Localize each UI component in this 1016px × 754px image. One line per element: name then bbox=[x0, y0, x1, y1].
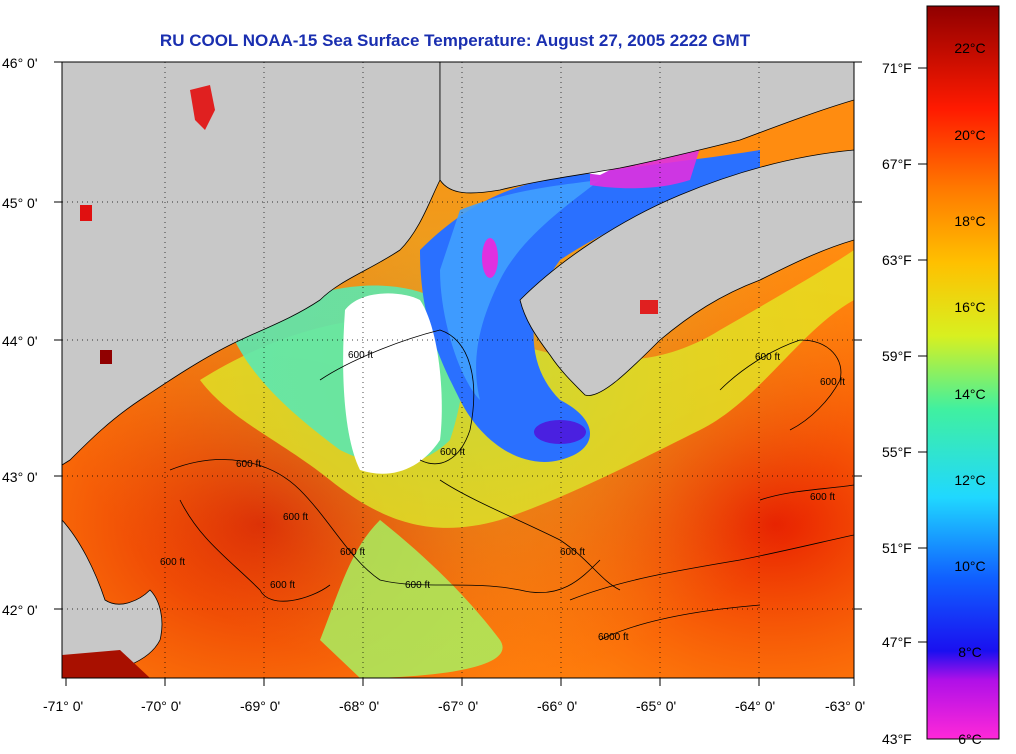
fahrenheit-label: 71°F bbox=[882, 60, 912, 76]
map-panel: 600 ft 600 ft 600 ft 600 ft 600 ft 600 f… bbox=[62, 62, 854, 678]
lon-label: -64° 0' bbox=[735, 698, 775, 714]
contour-label: 600 ft bbox=[755, 352, 780, 363]
bathymetry-contours bbox=[169, 329, 854, 641]
latitude-axis: 46° 0' 45° 0' 44° 0' 43° 0' 42° 0' bbox=[2, 55, 38, 618]
axis-ticks bbox=[54, 61, 862, 686]
lat-label: 43° 0' bbox=[2, 469, 38, 485]
contour-label: 600 ft bbox=[405, 580, 430, 591]
fahrenheit-label: 59°F bbox=[882, 348, 912, 364]
celsius-label: 18°C bbox=[954, 213, 985, 229]
color-scale-bar bbox=[926, 5, 1000, 740]
celsius-label: 6°C bbox=[958, 731, 982, 747]
contour-label: 600 ft bbox=[810, 492, 835, 503]
land-maine bbox=[62, 62, 441, 466]
purple-cold-spot bbox=[534, 420, 586, 444]
lon-label: -69° 0' bbox=[240, 698, 280, 714]
fahrenheit-label: 63°F bbox=[882, 252, 912, 268]
longitude-axis: -71° 0' -70° 0' -69° 0' -68° 0' -67° 0' … bbox=[43, 698, 865, 714]
contour-label: 600 ft bbox=[236, 459, 261, 470]
contour-label: 600 ft bbox=[160, 557, 185, 568]
fahrenheit-label: 43°F bbox=[882, 731, 912, 747]
map-frame bbox=[61, 61, 855, 679]
celsius-label: 8°C bbox=[958, 644, 982, 660]
contour-label: 600 ft bbox=[270, 580, 295, 591]
lon-label: -67° 0' bbox=[438, 698, 478, 714]
contour-label: 600 ft bbox=[820, 377, 845, 388]
contour-label: 600 ft bbox=[283, 512, 308, 523]
celsius-label: 10°C bbox=[954, 558, 985, 574]
lat-label: 46° 0' bbox=[2, 55, 38, 71]
lat-label: 44° 0' bbox=[2, 333, 38, 349]
lon-label: -65° 0' bbox=[636, 698, 676, 714]
celsius-label: 20°C bbox=[954, 127, 985, 143]
lon-label: -63° 0' bbox=[825, 698, 865, 714]
temperature-color-scale: 71°F 67°F 63°F 59°F 55°F 51°F 47°F 43°F … bbox=[882, 5, 1000, 747]
land-nova-scotia bbox=[519, 149, 854, 396]
contour-label: 600 ft bbox=[560, 547, 585, 558]
contour-label: 600 ft bbox=[340, 547, 365, 558]
fahrenheit-label: 47°F bbox=[882, 634, 912, 650]
graticule bbox=[62, 62, 854, 678]
lon-label: -68° 0' bbox=[339, 698, 379, 714]
contour-label: 6000 ft bbox=[598, 632, 629, 643]
page-title: RU COOL NOAA-15 Sea Surface Temperature:… bbox=[159, 31, 751, 50]
contour-label: 600 ft bbox=[440, 447, 465, 458]
land-new-brunswick bbox=[439, 62, 854, 194]
fahrenheit-label: 55°F bbox=[882, 444, 912, 460]
fahrenheit-label: 51°F bbox=[882, 540, 912, 556]
lat-label: 45° 0' bbox=[2, 195, 38, 211]
lon-label: -66° 0' bbox=[537, 698, 577, 714]
fahrenheit-label: 67°F bbox=[882, 156, 912, 172]
celsius-label: 22°C bbox=[954, 40, 985, 56]
celsius-label: 12°C bbox=[954, 472, 985, 488]
celsius-label: 14°C bbox=[954, 386, 985, 402]
contour-label: 600 ft bbox=[348, 350, 373, 361]
cloud-cover-center bbox=[343, 293, 442, 474]
celsius-label: 16°C bbox=[954, 299, 985, 315]
lon-label: -70° 0' bbox=[141, 698, 181, 714]
lon-label: -71° 0' bbox=[43, 698, 83, 714]
lat-label: 42° 0' bbox=[2, 602, 38, 618]
